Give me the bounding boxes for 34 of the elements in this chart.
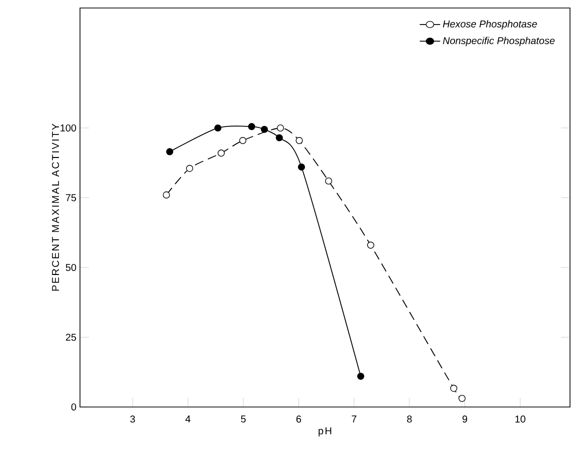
point: [162, 191, 170, 198]
legend-label: Hexose Phosphotase: [442, 20, 537, 30]
y-tick-label: 75: [66, 194, 76, 202]
point: [458, 394, 466, 402]
legend-label: Nonspecific Phosphatose: [442, 36, 555, 46]
x-tick-label: 7: [352, 416, 356, 422]
point: [276, 124, 284, 132]
point: [450, 384, 458, 392]
x-tick-label: 8: [407, 416, 412, 423]
x-tick-label: 5: [240, 416, 246, 422]
point: [166, 148, 174, 156]
point: [298, 164, 306, 171]
x-tick-label: 9: [462, 416, 468, 423]
point: [218, 150, 225, 157]
x-tick-label: 10: [515, 416, 526, 423]
y-tick-label: 50: [66, 264, 76, 272]
point: [357, 372, 364, 380]
point: [248, 123, 256, 130]
point: [260, 126, 268, 133]
point: [214, 124, 222, 132]
x-tick-label: 6: [296, 416, 302, 423]
x-axis-title: pH: [318, 427, 332, 436]
y-tick-label: 25: [66, 334, 76, 341]
point: [186, 164, 194, 172]
x-tick-label: 3: [130, 416, 135, 423]
x-tick-label: 4: [185, 416, 190, 422]
point: [276, 134, 283, 142]
point: [239, 136, 246, 144]
point: [296, 136, 303, 144]
y-tick-label: 100: [60, 124, 76, 132]
point: [367, 242, 374, 249]
y-tick-label: 0: [71, 403, 76, 411]
point: [325, 177, 332, 185]
y-axis-title: PERCENT MAXIMAL ACTIVITY: [52, 124, 60, 291]
